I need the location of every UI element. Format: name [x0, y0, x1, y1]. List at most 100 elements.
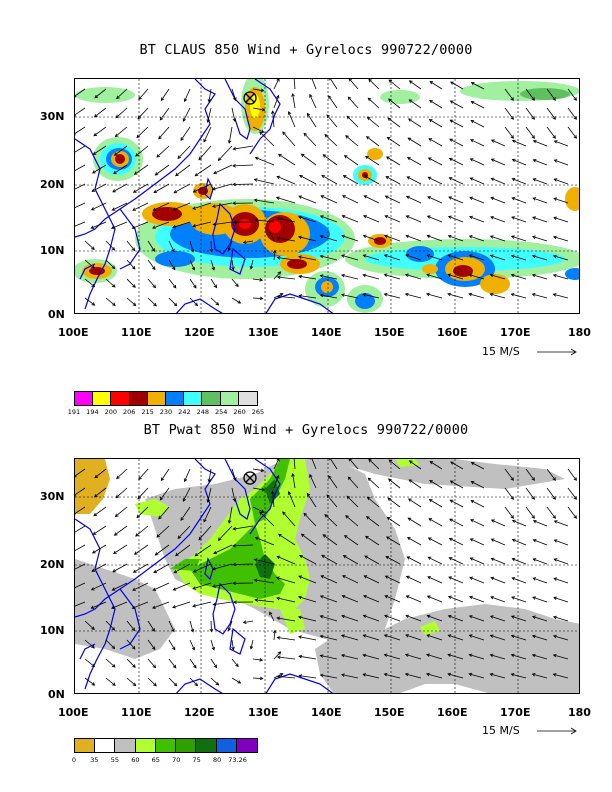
- wind-vector: [504, 88, 514, 101]
- wind-vector: [147, 677, 157, 687]
- wind-vector: [384, 215, 401, 223]
- wind-vector: [105, 278, 116, 288]
- wind-vector-head: [319, 274, 324, 278]
- wind-vector-head: [319, 615, 324, 619]
- wind-vector: [94, 487, 107, 498]
- wind-vector-head: [470, 519, 474, 523]
- wind-vector: [212, 183, 233, 190]
- top-colorbar-label: 254: [214, 408, 228, 416]
- wind-vector-head: [553, 520, 558, 524]
- wind-vector: [449, 538, 464, 546]
- wind-vector-head: [131, 265, 136, 270]
- wind-vector: [113, 164, 128, 174]
- wind-vector: [469, 596, 485, 603]
- wind-vector: [299, 675, 317, 679]
- wind-vector: [210, 259, 215, 271]
- wind-vector: [341, 615, 359, 622]
- wind-vector-head: [447, 234, 452, 239]
- wind-vector: [298, 256, 317, 261]
- wind-vector-head: [90, 605, 95, 609]
- wind-vector: [525, 468, 535, 481]
- top-colorbar-label: 194: [86, 408, 99, 416]
- top-lat-30n: 30N: [40, 110, 65, 123]
- wind-vector: [384, 595, 401, 603]
- bottom-colorbar-label: 75: [192, 756, 201, 764]
- bottom-pwat-field: [75, 459, 579, 693]
- wind-vector-head: [429, 81, 434, 85]
- wind-vector: [511, 673, 527, 679]
- wind-vector-head: [287, 491, 292, 495]
- top-lat-20n: 20N: [40, 178, 65, 191]
- wind-vector: [427, 595, 443, 603]
- wind-vector: [491, 519, 506, 527]
- wind-vector-head: [133, 171, 138, 175]
- wind-vector-head: [490, 216, 494, 220]
- wind-vector: [126, 677, 136, 686]
- wind-vector-head: [271, 110, 275, 114]
- bottom-lat-10n: 10N: [40, 624, 65, 637]
- wind-vector-head: [340, 293, 345, 297]
- wind-vector: [159, 107, 170, 121]
- wind-vector-head: [275, 576, 280, 580]
- wind-vector: [388, 459, 401, 470]
- wind-vector-head: [212, 222, 217, 226]
- wind-vector: [405, 615, 422, 622]
- wind-vector: [311, 79, 317, 90]
- wind-vector-head: [132, 664, 136, 668]
- wind-vector-head: [131, 247, 136, 252]
- top-lon-110e: 110E: [121, 326, 152, 339]
- wind-vector-head: [209, 628, 214, 633]
- wind-vector: [449, 177, 464, 185]
- wind-vector: [298, 216, 317, 223]
- wind-vector-head: [192, 189, 197, 193]
- wind-vector-head: [531, 673, 536, 677]
- wind-vector: [207, 107, 212, 123]
- wind-vector-head: [212, 602, 217, 606]
- wind-vector: [533, 178, 548, 185]
- wind-vector-head: [408, 118, 412, 122]
- wind-vector-head: [260, 88, 265, 93]
- wind-vector-head: [364, 555, 368, 559]
- wind-vector-head: [242, 620, 247, 624]
- wind-vector: [213, 164, 233, 174]
- wind-vector: [91, 221, 107, 229]
- wind-vector-head: [298, 274, 303, 279]
- bottom-colorbar-swatch: [176, 739, 197, 752]
- wind-vector: [511, 235, 527, 242]
- wind-vector: [409, 460, 422, 470]
- wind-vector: [152, 601, 170, 609]
- wind-vector-head: [211, 187, 216, 191]
- wind-vector: [232, 183, 254, 185]
- wind-vector: [447, 654, 464, 660]
- wind-vector: [192, 221, 212, 227]
- wind-vector: [293, 79, 296, 90]
- wind-vector: [490, 216, 506, 223]
- wind-vector: [363, 595, 380, 603]
- wind-vector-head: [322, 534, 327, 538]
- wind-vector: [147, 658, 156, 668]
- wind-vector: [105, 658, 116, 668]
- wind-vector-head: [272, 629, 277, 634]
- wind-vector: [159, 487, 170, 501]
- wind-vector-head: [136, 134, 141, 139]
- wind-vector: [198, 525, 212, 540]
- wind-vector: [210, 658, 217, 668]
- wind-vector: [470, 177, 485, 185]
- wind-vector: [173, 563, 191, 574]
- wind-vector: [426, 654, 443, 660]
- wind-vector: [341, 654, 359, 660]
- wind-vector-head: [365, 535, 369, 540]
- wind-vector: [408, 479, 422, 489]
- wind-vector: [567, 468, 577, 481]
- wind-vector-head: [532, 178, 537, 182]
- top-colorbar-label: 265: [251, 408, 265, 416]
- wind-vector-head: [405, 614, 410, 619]
- wind-vector-head: [408, 99, 413, 103]
- wind-vector: [273, 250, 276, 261]
- wind-vector: [75, 487, 86, 496]
- wind-vector-head: [277, 294, 281, 299]
- wind-vector: [147, 259, 156, 270]
- wind-vector: [231, 487, 236, 502]
- wind-vector-head: [490, 557, 495, 561]
- wind-vector: [525, 107, 535, 120]
